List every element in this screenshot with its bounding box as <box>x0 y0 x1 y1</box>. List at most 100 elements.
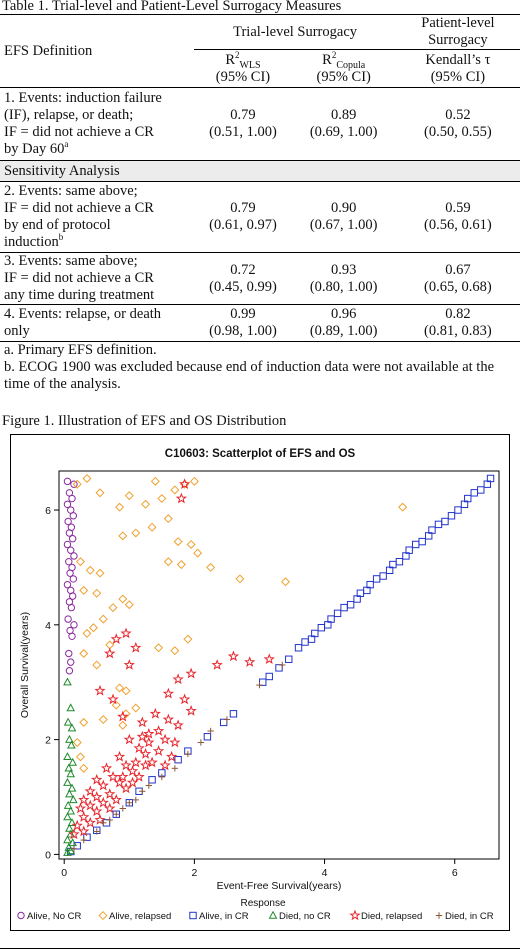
data-point <box>175 492 188 504</box>
data-point <box>464 494 472 503</box>
data-point <box>68 795 78 804</box>
data-point <box>82 473 92 483</box>
data-point <box>120 627 132 639</box>
data-point <box>110 793 122 805</box>
data-point <box>70 845 78 852</box>
data-point <box>84 799 96 811</box>
legend-label: Died, relapsed <box>361 911 422 922</box>
data-point <box>170 646 180 656</box>
data-point <box>70 552 78 560</box>
legend-label: Alive, in CR <box>199 911 249 922</box>
data-point <box>106 816 113 824</box>
data-points <box>63 473 495 856</box>
data-point <box>131 703 141 713</box>
sensitivity-analysis-label: Sensitivity Analysis <box>0 160 520 182</box>
data-point <box>63 847 72 856</box>
data-point <box>130 756 142 768</box>
legend-label: Died, no CR <box>279 911 331 922</box>
data-point <box>454 506 462 514</box>
data-point <box>107 693 119 705</box>
data-point <box>71 819 83 831</box>
kendall-cell: 0.59 (0.56, 0.61) <box>424 200 492 233</box>
data-point <box>173 537 183 547</box>
data-point <box>136 730 148 742</box>
data-point <box>147 522 157 532</box>
data-point <box>63 500 72 508</box>
data-point <box>65 557 73 566</box>
series-died-no-cr <box>63 677 78 856</box>
data-point <box>67 723 77 732</box>
data-point <box>123 659 135 670</box>
data-point <box>70 621 78 629</box>
data-point <box>123 733 135 745</box>
data-point <box>113 811 120 818</box>
data-point <box>126 799 133 806</box>
data-point <box>130 641 142 653</box>
data-point <box>69 512 78 520</box>
data-point <box>294 644 303 652</box>
data-point <box>124 491 134 501</box>
efs-definition-cell: 1. Events: induction failure (IF), relap… <box>0 87 195 161</box>
data-point <box>139 748 152 759</box>
data-point <box>68 592 77 600</box>
data-point <box>197 739 205 746</box>
data-point <box>132 796 140 804</box>
kendall-cell: 0.52 (0.50, 0.55) <box>395 87 520 161</box>
data-point <box>78 793 90 805</box>
data-point <box>441 517 449 526</box>
x-tick-label: 2 <box>191 867 197 879</box>
x-tick-label: 6 <box>452 867 458 879</box>
data-point <box>143 736 155 748</box>
data-point <box>66 829 76 838</box>
legend-label: Alive, No CR <box>27 911 82 922</box>
data-point <box>150 476 160 486</box>
data-point <box>67 603 76 612</box>
copula-cell: 0.93 (0.80, 1.00) <box>291 252 396 305</box>
data-point <box>63 777 72 786</box>
legend-marker <box>268 910 278 919</box>
data-point <box>113 776 126 788</box>
plot-area <box>58 470 500 860</box>
r2-wls-header: R2WLS (95% CI) <box>215 49 271 85</box>
data-point <box>119 805 126 812</box>
series-alive-relapsed <box>72 473 408 773</box>
data-point <box>428 526 436 534</box>
data-point <box>211 659 223 670</box>
data-point <box>72 479 82 489</box>
data-point <box>178 693 191 705</box>
data-point <box>398 502 408 512</box>
data-point <box>139 759 152 771</box>
data-point <box>279 661 286 669</box>
y-tick-label: 4 <box>45 620 51 632</box>
kendall-header: Kendall’s τ (95% CI) <box>425 51 491 85</box>
data-point <box>80 836 87 844</box>
legend-label: Alive, relapsed <box>109 911 171 922</box>
kendall-cell: 0.82 (0.81, 0.83) <box>395 304 520 342</box>
data-point <box>95 488 105 498</box>
y-axis-label: Overall Survival(years) <box>19 612 31 718</box>
x-axis-label: Event-Free Survival(years) <box>217 880 342 892</box>
data-point <box>185 667 197 679</box>
data-point <box>65 823 74 832</box>
data-point <box>100 762 113 774</box>
data-point <box>67 818 77 827</box>
data-point <box>366 580 374 589</box>
data-point <box>67 546 75 554</box>
patient-level-line2: Surrogacy <box>428 32 488 48</box>
data-point <box>98 614 108 624</box>
data-point <box>75 557 85 567</box>
data-point <box>66 806 76 815</box>
data-point <box>418 537 426 546</box>
data-point <box>162 687 174 699</box>
data-point <box>63 477 72 486</box>
data-point <box>92 588 102 598</box>
data-point <box>333 609 342 618</box>
data-point <box>65 649 73 658</box>
data-point <box>78 825 90 837</box>
legend-marker <box>17 911 25 920</box>
data-point <box>189 476 199 486</box>
data-point <box>97 779 109 791</box>
data-point <box>203 733 212 741</box>
data-point <box>470 489 478 497</box>
data-point <box>79 649 89 659</box>
